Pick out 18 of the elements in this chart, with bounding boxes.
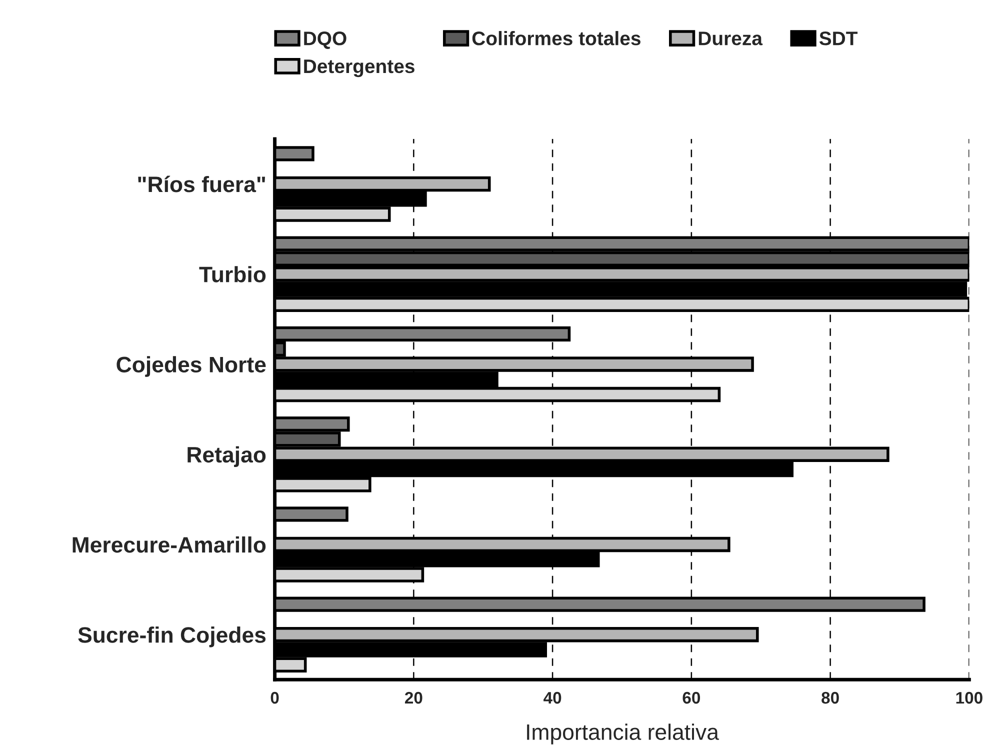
x-tick-label: 100 [956,692,982,704]
x-tick-label: 60 [682,692,700,704]
x-tick-label: 40 [544,692,562,704]
legend-label: DQO [304,32,346,49]
y-tick-label: "Ríos fuera" [138,176,265,192]
y-tick-label: Sucre-fin Cojedes [78,626,266,648]
x-tick-label: 80 [822,692,839,704]
x-axis-title: Importancia relativa [527,724,719,744]
y-tick-label: Turbio [199,266,266,282]
legend-label: Coliformes totales [472,31,640,46]
x-tick-label: 0 [270,692,279,704]
y-tick-label: Retajao [188,446,266,468]
legend-label: Detergentes [304,60,414,78]
y-tick-label: Merecure-Amarillo [72,536,266,553]
y-tick-label: Cojedes Norte [116,356,266,377]
legend-label: SDT [819,32,858,46]
x-tick-label: 20 [404,692,422,704]
legend-label: Dureza [698,32,763,46]
